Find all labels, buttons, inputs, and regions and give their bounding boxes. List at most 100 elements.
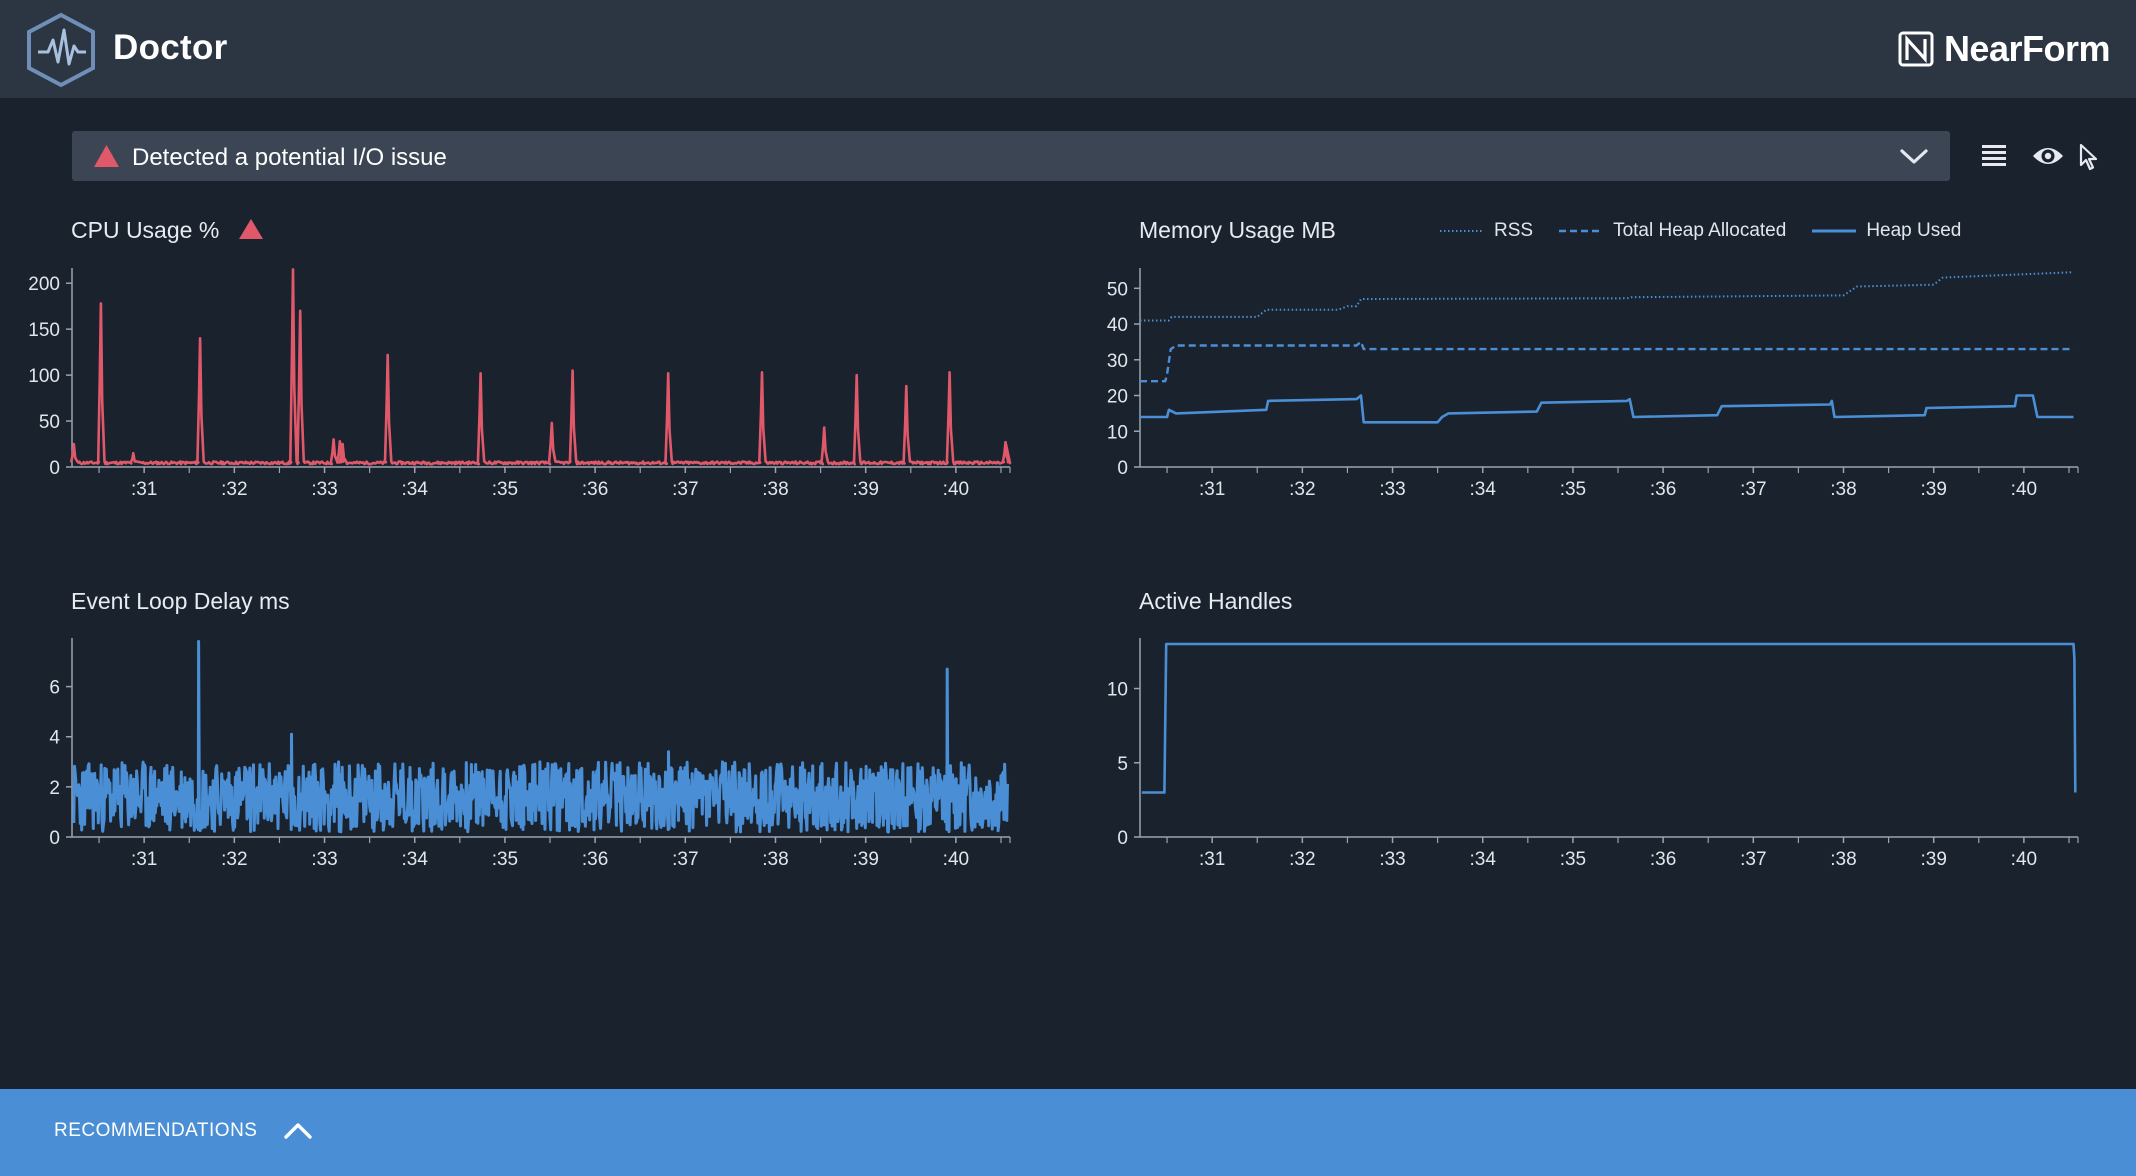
x-tick-label: :37 [1740, 849, 1766, 870]
cursor-icon [2079, 143, 2098, 171]
y-tick-label: 0 [1117, 458, 1128, 479]
x-tick-label: :31 [131, 479, 157, 500]
x-tick-label: :38 [1830, 479, 1856, 500]
x-tick-label: :31 [1199, 479, 1225, 500]
rss-series-line[interactable] [1140, 271, 2074, 322]
warning-triangle-icon [94, 145, 119, 167]
y-tick-label: 200 [28, 274, 60, 295]
list-icon [1982, 145, 2006, 166]
y-tick-label: 0 [49, 828, 60, 849]
y-tick-label: 50 [1107, 279, 1128, 300]
cpu-warning-icon [239, 219, 263, 239]
x-tick-label: :34 [1470, 479, 1497, 500]
x-tick-label: :35 [1560, 479, 1586, 500]
legend-label-heap-total: Total Heap Allocated [1613, 220, 1787, 241]
x-tick-label: :37 [672, 479, 698, 500]
heartbeat-hexagon-icon[interactable] [24, 12, 98, 88]
dashed-line-swatch [1559, 229, 1604, 233]
visibility-toggle-button[interactable] [2031, 142, 2065, 170]
x-tick-label: :39 [1920, 849, 1946, 870]
y-tick-label: 6 [49, 678, 60, 699]
x-tick-label: :31 [131, 849, 157, 870]
solid-line-swatch [1812, 229, 1857, 233]
list-view-button[interactable] [1980, 142, 2008, 170]
eye-icon [2033, 148, 2063, 164]
legend-label-rss: RSS [1494, 220, 1534, 241]
eventloop-chart-title: Event Loop Delay ms [71, 588, 290, 614]
x-tick-label: :31 [1199, 849, 1225, 870]
y-tick-label: 50 [39, 412, 60, 433]
x-tick-label: :32 [221, 849, 247, 870]
y-tick-label: 150 [28, 320, 60, 341]
cpu-usage-chart[interactable]: 0 50 100 150 200 :31 :32 :33 :34 :35 :36 :37 :38 :39:… [0, 260, 1030, 500]
alert-message: Detected a potential I/O issue [132, 144, 447, 171]
handles-series-line[interactable] [1141, 642, 2077, 794]
memory-usage-chart[interactable]: 0 10 20 30 40 50 :31 :32 :33 :34 :35 :36 :37 :38 :39 :4… [1068, 260, 2098, 500]
x-tick-label: :36 [1650, 849, 1676, 870]
x-tick-label: :33 [1379, 479, 1405, 500]
y-tick-label: 100 [28, 366, 60, 387]
y-tick-label: 10 [1107, 680, 1128, 701]
x-tick-label: :35 [1560, 849, 1586, 870]
x-tick-label: :35 [492, 479, 518, 500]
x-tick-label: :34 [1470, 849, 1497, 870]
active-handles-chart[interactable]: 0 5 10 :31 :32 :33 :34 :35 :36 :37 :38 :39 :40 [1068, 630, 2098, 870]
app-header: Doctor NearForm [0, 0, 2136, 98]
brand-name: NearForm [1943, 28, 2111, 69]
x-tick-label: :40 [2011, 479, 2037, 500]
issue-alert-dropdown[interactable]: Detected a potential I/O issue [72, 131, 1950, 181]
memory-legend: RSS Total Heap Allocated Heap Used [1440, 217, 1971, 245]
chevron-up-icon[interactable] [282, 1118, 314, 1142]
y-tick-label: 30 [1107, 351, 1128, 372]
cpu-chart-title: CPU Usage % [71, 217, 220, 243]
y-tick-label: 0 [1117, 828, 1128, 849]
chevron-down-icon[interactable] [1898, 143, 1930, 169]
app-title: Doctor [113, 28, 228, 67]
x-tick-label: :36 [582, 479, 608, 500]
x-tick-label: :38 [762, 849, 788, 870]
x-tick-label: :37 [672, 849, 698, 870]
y-tick-label: 20 [1107, 387, 1128, 408]
x-tick-label: :38 [762, 479, 788, 500]
legend-item-rss: RSS [1440, 220, 1533, 242]
x-tick-label: :38 [1830, 849, 1856, 870]
nearform-n-icon [1898, 31, 1934, 67]
recommendations-label: RECOMMENDATIONS [54, 1120, 258, 1141]
legend-label-heap-used: Heap Used [1866, 220, 1962, 241]
x-tick-label: :39 [1920, 479, 1946, 500]
x-tick-label: :32 [1289, 849, 1315, 870]
event-loop-delay-chart[interactable]: 0 2 4 6:31:32:33:34:35:36:37:38:39:40 [0, 630, 1030, 870]
x-tick-label: :33 [311, 849, 337, 870]
pointer-mode-button[interactable] [2078, 143, 2100, 171]
cpu-series-line[interactable] [69, 268, 1012, 466]
x-tick-label: :40 [943, 479, 969, 500]
memory-chart-title: Memory Usage MB [1139, 217, 1336, 243]
y-tick-label: 5 [1117, 754, 1128, 775]
y-tick-label: 2 [49, 778, 60, 799]
x-tick-label: :35 [492, 849, 518, 870]
y-tick-label: 0 [49, 458, 60, 479]
x-tick-label: :40 [2011, 849, 2037, 870]
x-tick-label: :39 [852, 849, 878, 870]
x-tick-label: :39 [852, 479, 878, 500]
y-tick-label: 40 [1107, 315, 1128, 336]
brand-logo[interactable]: NearForm [1898, 26, 2111, 72]
x-tick-label: :34 [402, 479, 429, 500]
handles-chart-title: Active Handles [1139, 588, 1293, 614]
x-tick-label: :33 [1379, 849, 1405, 870]
x-tick-label: :32 [1289, 479, 1315, 500]
y-tick-label: 4 [49, 728, 60, 749]
heap-used-series-line[interactable] [1140, 394, 2074, 424]
x-tick-label: :36 [1650, 479, 1676, 500]
dotted-line-swatch [1440, 230, 1484, 232]
recommendations-panel-toggle[interactable]: RECOMMENDATIONS [0, 1089, 2136, 1176]
y-tick-label: 10 [1107, 422, 1128, 443]
x-tick-label: :33 [311, 479, 337, 500]
x-tick-label: :34 [402, 849, 429, 870]
x-tick-label: :32 [221, 479, 247, 500]
x-tick-label: :37 [1740, 479, 1766, 500]
total-heap-allocated-series-line[interactable] [1140, 340, 2074, 383]
x-tick-label: :40 [943, 849, 969, 870]
eventloop-series-line[interactable] [72, 640, 1009, 834]
legend-item-heap-used: Heap Used [1812, 220, 1961, 242]
